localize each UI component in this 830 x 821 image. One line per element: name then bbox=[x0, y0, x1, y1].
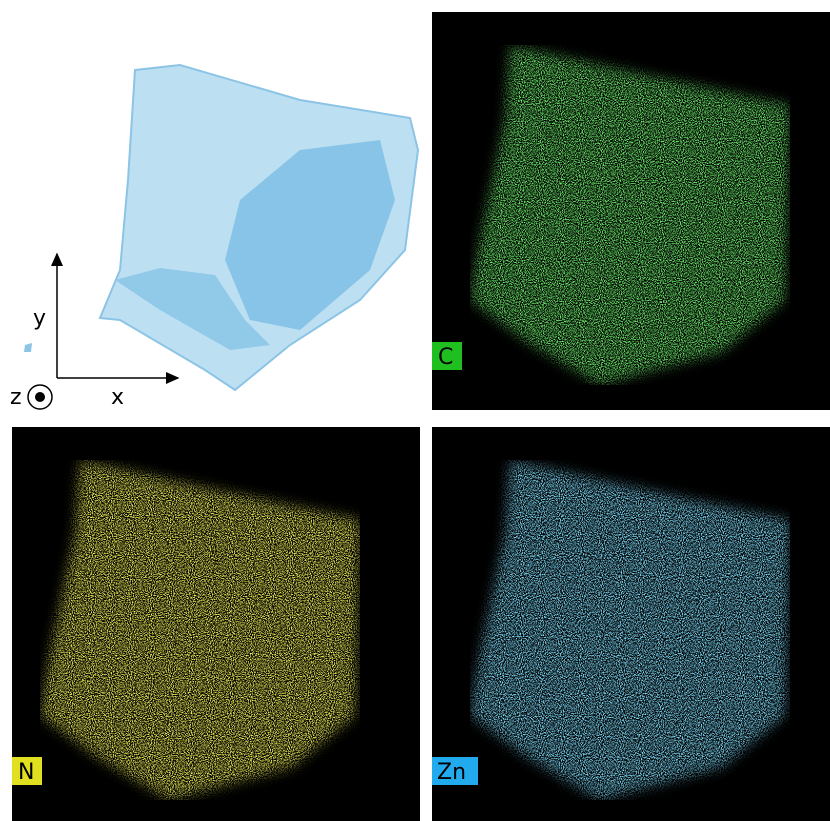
axis-label-y: y bbox=[33, 306, 46, 331]
axis-label-z: z bbox=[10, 385, 22, 410]
rendering-panel: y x z bbox=[10, 65, 418, 410]
panel-label: N bbox=[18, 760, 34, 785]
figure: y x z C N Zn bbox=[0, 0, 830, 821]
panel-label: Zn bbox=[437, 760, 466, 785]
panel-label: C bbox=[438, 345, 453, 370]
axis-label-x: x bbox=[111, 385, 124, 410]
map-panel-c: C bbox=[432, 12, 830, 410]
map-panel-zn: Zn bbox=[432, 427, 830, 821]
map-panel-n: N bbox=[12, 427, 420, 821]
